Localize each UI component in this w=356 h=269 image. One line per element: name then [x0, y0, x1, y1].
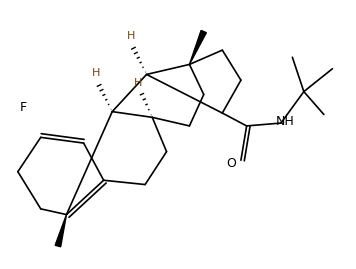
Polygon shape: [55, 215, 67, 247]
Polygon shape: [189, 30, 206, 65]
Text: H: H: [92, 68, 101, 78]
Text: O: O: [226, 157, 236, 169]
Text: NH: NH: [276, 115, 295, 128]
Text: F: F: [20, 101, 27, 114]
Text: H: H: [127, 31, 135, 41]
Text: H: H: [134, 78, 142, 88]
